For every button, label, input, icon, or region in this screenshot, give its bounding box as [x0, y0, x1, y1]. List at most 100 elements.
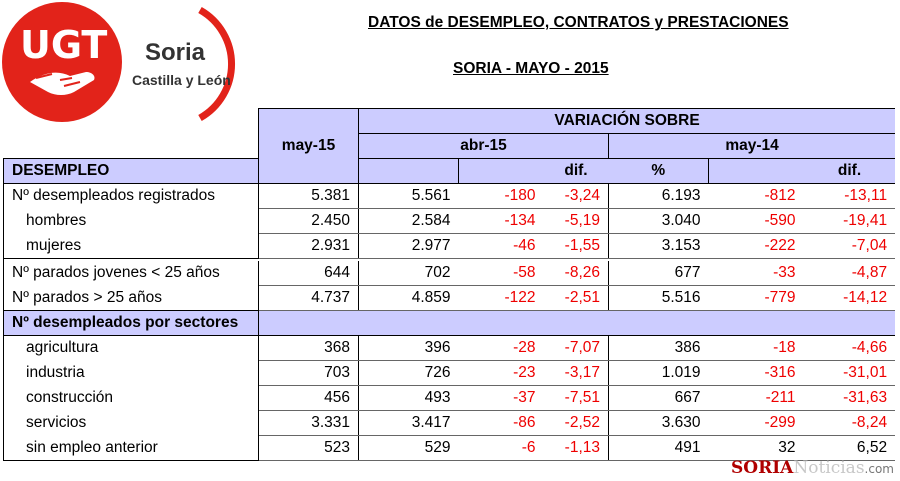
watermark-part3: .com — [864, 462, 894, 476]
value-may15: 523 — [258, 435, 359, 461]
row-label: sin empleo anterior — [3, 435, 259, 461]
value-dif2: -316 — [708, 360, 804, 386]
section-header-fill — [258, 310, 895, 336]
value-may14: 677 — [608, 260, 709, 286]
value-may15: 703 — [258, 360, 359, 386]
value-may15: 644 — [258, 260, 359, 286]
table-row: agricultura 368 396 -28 -7,07 386 -18 -4,66 — [3, 335, 895, 361]
logo-arc-shape — [198, 6, 236, 122]
value-pct1: -3,24 — [543, 183, 609, 209]
value-dif2: -299 — [708, 410, 804, 436]
header-filler — [458, 158, 544, 184]
value-may15: 2.450 — [258, 208, 359, 234]
row-label: industria — [3, 360, 259, 386]
value-abr15: 2.977 — [358, 233, 459, 259]
value-pct1: -2,52 — [543, 410, 609, 436]
value-pct2: -31,01 — [803, 360, 895, 386]
value-dif2: -33 — [708, 260, 804, 286]
row-label: agricultura — [3, 335, 259, 361]
dif-header-2: dif. — [803, 158, 895, 184]
group2-header: may-14 — [608, 133, 895, 159]
value-dif1: -23 — [458, 360, 544, 386]
value-abr15: 726 — [358, 360, 459, 386]
table-row: servicios 3.331 3.417 -86 -2,52 3.630 -299 -8,2… — [3, 410, 895, 436]
col-header-current: may-15 — [258, 108, 359, 184]
value-abr15: 2.584 — [358, 208, 459, 234]
value-pct2: -13,11 — [803, 183, 895, 209]
value-may15: 4.737 — [258, 285, 359, 311]
value-may15: 2.931 — [258, 233, 359, 259]
value-abr15: 3.417 — [358, 410, 459, 436]
value-may15: 456 — [258, 385, 359, 411]
value-dif1: -6 — [458, 435, 544, 461]
row-label: construcción — [3, 385, 259, 411]
value-abr15: 396 — [358, 335, 459, 361]
value-may14: 6.193 — [608, 183, 709, 209]
logo-brand-text: UGT — [20, 23, 107, 67]
value-dif1: -58 — [458, 260, 544, 286]
logo-circle-shape — [2, 2, 122, 122]
value-pct2: -31,63 — [803, 385, 895, 411]
table-row: sin empleo anterior 523 529 -6 -1,13 491 32 6,5… — [3, 435, 895, 461]
value-pct2: -8,24 — [803, 410, 895, 436]
pct-header-1: % — [608, 158, 709, 184]
value-pct1: -3,17 — [543, 360, 609, 386]
value-dif2: 32 — [708, 435, 804, 461]
table-row: Nº parados > 25 años 4.737 4.859 -122 -2,51 5… — [3, 285, 895, 311]
row-label: Nº parados > 25 años — [3, 285, 259, 311]
table-row: hombres 2.450 2.584 -134 -5,19 3.040 -590 -19,4… — [3, 208, 895, 234]
table-row: mujeres 2.931 2.977 -46 -1,55 3.153 -222 -7,04 — [3, 233, 895, 259]
value-pct1: -1,55 — [543, 233, 609, 259]
value-dif1: -37 — [458, 385, 544, 411]
data-table-wrapper: may-15 VARIACIÓN SOBRE abr-15 may-14 DES… — [3, 108, 895, 481]
logo-region-text: Soria — [145, 39, 206, 66]
value-pct1: -8,26 — [543, 260, 609, 286]
value-pct2: -19,41 — [803, 208, 895, 234]
watermark-part2: Noticias — [793, 458, 865, 478]
value-dif2: -211 — [708, 385, 804, 411]
table-row: construcción 456 493 -37 -7,51 667 -211 -31,63 — [3, 385, 895, 411]
value-dif2: -779 — [708, 285, 804, 311]
header-filler — [708, 158, 804, 184]
value-pct2: -4,66 — [803, 335, 895, 361]
logo-area-text: Castilla y León — [132, 72, 231, 88]
table-row: industria 703 726 -23 -3,17 1.019 -316 -31,01 — [3, 360, 895, 386]
value-may14: 3.630 — [608, 410, 709, 436]
table-row: Nº parados jovenes < 25 años 644 702 -58 -8,… — [3, 260, 895, 286]
row-label: Nº desempleados registrados — [3, 183, 259, 209]
value-dif2: -812 — [708, 183, 804, 209]
value-pct1: -1,13 — [543, 435, 609, 461]
value-dif2: -222 — [708, 233, 804, 259]
row-label: mujeres — [3, 233, 259, 259]
value-pct1: -2,51 — [543, 285, 609, 311]
group1-header: abr-15 — [358, 133, 609, 159]
value-abr15: 4.859 — [358, 285, 459, 311]
row-label: hombres — [3, 208, 259, 234]
row-label: servicios — [3, 410, 259, 436]
value-may14: 3.153 — [608, 233, 709, 259]
value-pct1: -7,07 — [543, 335, 609, 361]
dif-header-1: dif. — [543, 158, 609, 184]
value-abr15: 493 — [358, 385, 459, 411]
value-dif1: -46 — [458, 233, 544, 259]
value-dif2: -590 — [708, 208, 804, 234]
value-abr15: 529 — [358, 435, 459, 461]
variation-header: VARIACIÓN SOBRE — [358, 108, 895, 134]
value-may15: 5.381 — [258, 183, 359, 209]
watermark-part1: SORIA — [730, 458, 794, 478]
table-row: Nº desempleados registrados 5.381 5.561 -18… — [3, 183, 895, 209]
value-dif1: -122 — [458, 285, 544, 311]
value-may14: 3.040 — [608, 208, 709, 234]
value-dif1: -86 — [458, 410, 544, 436]
value-abr15: 5.561 — [358, 183, 459, 209]
value-may14: 5.516 — [608, 285, 709, 311]
section-header-row: Nº desempleados por sectores — [3, 310, 895, 336]
handshake-icon — [30, 72, 95, 95]
value-pct2: -14,12 — [803, 285, 895, 311]
section-title: Nº desempleados por sectores — [3, 310, 259, 336]
value-may14: 1.019 — [608, 360, 709, 386]
value-dif1: -180 — [458, 183, 544, 209]
value-may14: 386 — [608, 335, 709, 361]
value-may15: 368 — [258, 335, 359, 361]
